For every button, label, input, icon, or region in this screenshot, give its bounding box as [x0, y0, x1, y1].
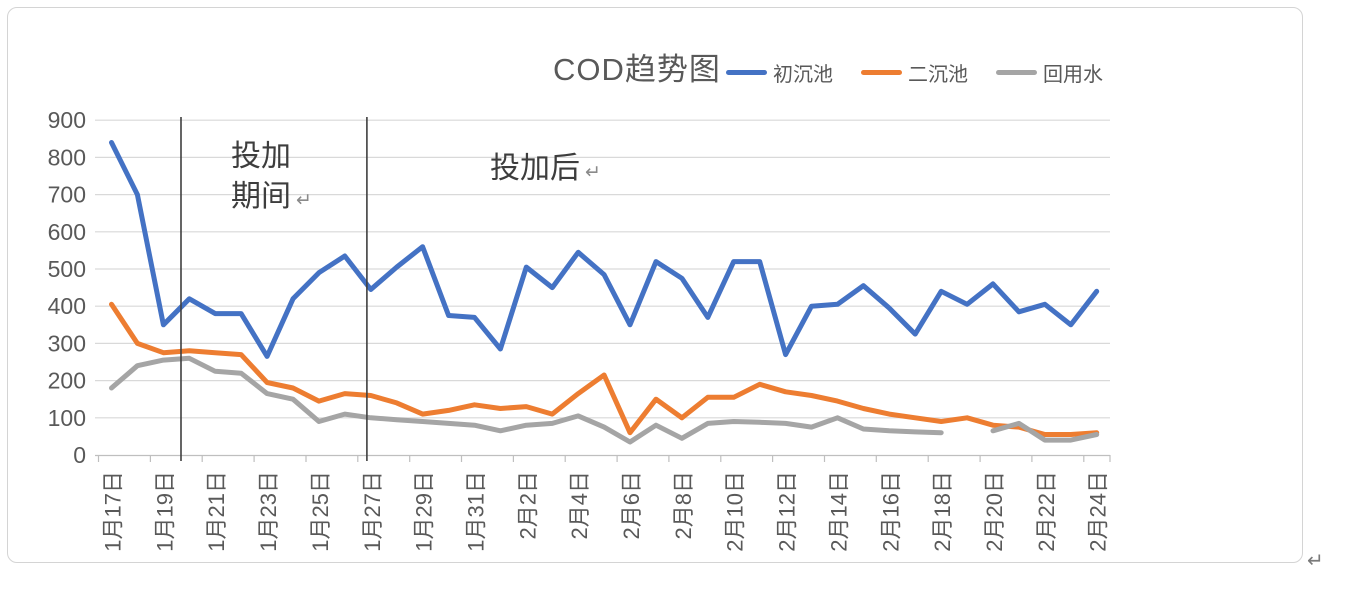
y-axis-label: 600: [48, 219, 86, 245]
reuse-water-line-swatch-icon: [996, 70, 1037, 75]
y-axis-label: 200: [48, 368, 86, 394]
x-axis-label: 2月6日: [619, 471, 644, 539]
x-axis-label: 2月22日: [1034, 471, 1059, 552]
return-mark-icon: ↵: [296, 189, 312, 211]
x-axis-label: 2月12日: [775, 471, 800, 552]
annotation-line-2: 期间 ↵: [231, 180, 312, 213]
series-line-二沉池: [109, 301, 1100, 437]
legend-label: 回用水: [1043, 64, 1103, 86]
secondary-tank-line-swatch-icon: [861, 70, 902, 75]
x-axis-label: 2月4日: [567, 471, 592, 539]
x-axis-label: 1月29日: [412, 471, 437, 552]
series-line-回用水: [109, 355, 944, 445]
chart-object-border: [7, 7, 1303, 563]
primary-tank-line-swatch-icon: [726, 70, 767, 75]
y-axis-label: 800: [48, 144, 86, 170]
x-axis-label: 1月31日: [464, 471, 489, 552]
x-axis-label: 2月14日: [827, 471, 852, 552]
legend-item-primary-tank: 初沉池: [726, 58, 833, 87]
x-axis-label: 2月2日: [515, 471, 540, 539]
x-axis-label: 1月19日: [152, 471, 177, 552]
chart-legend: 初沉池 二沉池 回用水: [726, 58, 1103, 87]
annotation-line-1: 投加: [231, 140, 291, 173]
x-axis-label: 2月10日: [723, 471, 748, 552]
y-axis-label: 900: [48, 107, 86, 133]
x-axis-label: 2月20日: [982, 471, 1007, 552]
x-axis-label: 1月25日: [308, 471, 333, 552]
legend-item-secondary-tank: 二沉池: [861, 58, 968, 87]
return-mark-icon: ↵: [585, 161, 601, 183]
series-line-初沉池: [109, 140, 1100, 359]
y-axis-label: 0: [73, 442, 86, 468]
y-axis-label: 500: [48, 256, 86, 282]
x-axis-label: 1月21日: [204, 471, 229, 552]
annotation-during-dosing: 投加 期间 ↵: [231, 137, 312, 220]
x-axis-label: 2月8日: [671, 471, 696, 539]
x-axis-label: 1月23日: [256, 471, 281, 552]
chart-title: COD趋势图: [553, 52, 721, 87]
annotation-after-dosing: 投加后 ↵: [490, 152, 601, 185]
legend-item-reuse-water: 回用水: [996, 58, 1103, 87]
paragraph-return-mark-icon: ↵: [1307, 548, 1324, 572]
x-axis-label: 2月16日: [878, 471, 903, 552]
x-axis-label: 1月17日: [101, 471, 126, 552]
series-line-回用水: [990, 420, 1100, 443]
x-axis-label: 2月24日: [1086, 471, 1111, 552]
y-axis-label: 400: [48, 293, 86, 319]
y-axis-label: 300: [48, 330, 86, 356]
y-axis-label: 100: [48, 405, 86, 431]
x-axis-label: 1月27日: [360, 471, 385, 552]
x-axis-label: 2月18日: [930, 471, 955, 552]
legend-label: 二沉池: [908, 64, 968, 86]
y-axis-label: 700: [48, 182, 86, 208]
legend-label: 初沉池: [773, 64, 833, 86]
